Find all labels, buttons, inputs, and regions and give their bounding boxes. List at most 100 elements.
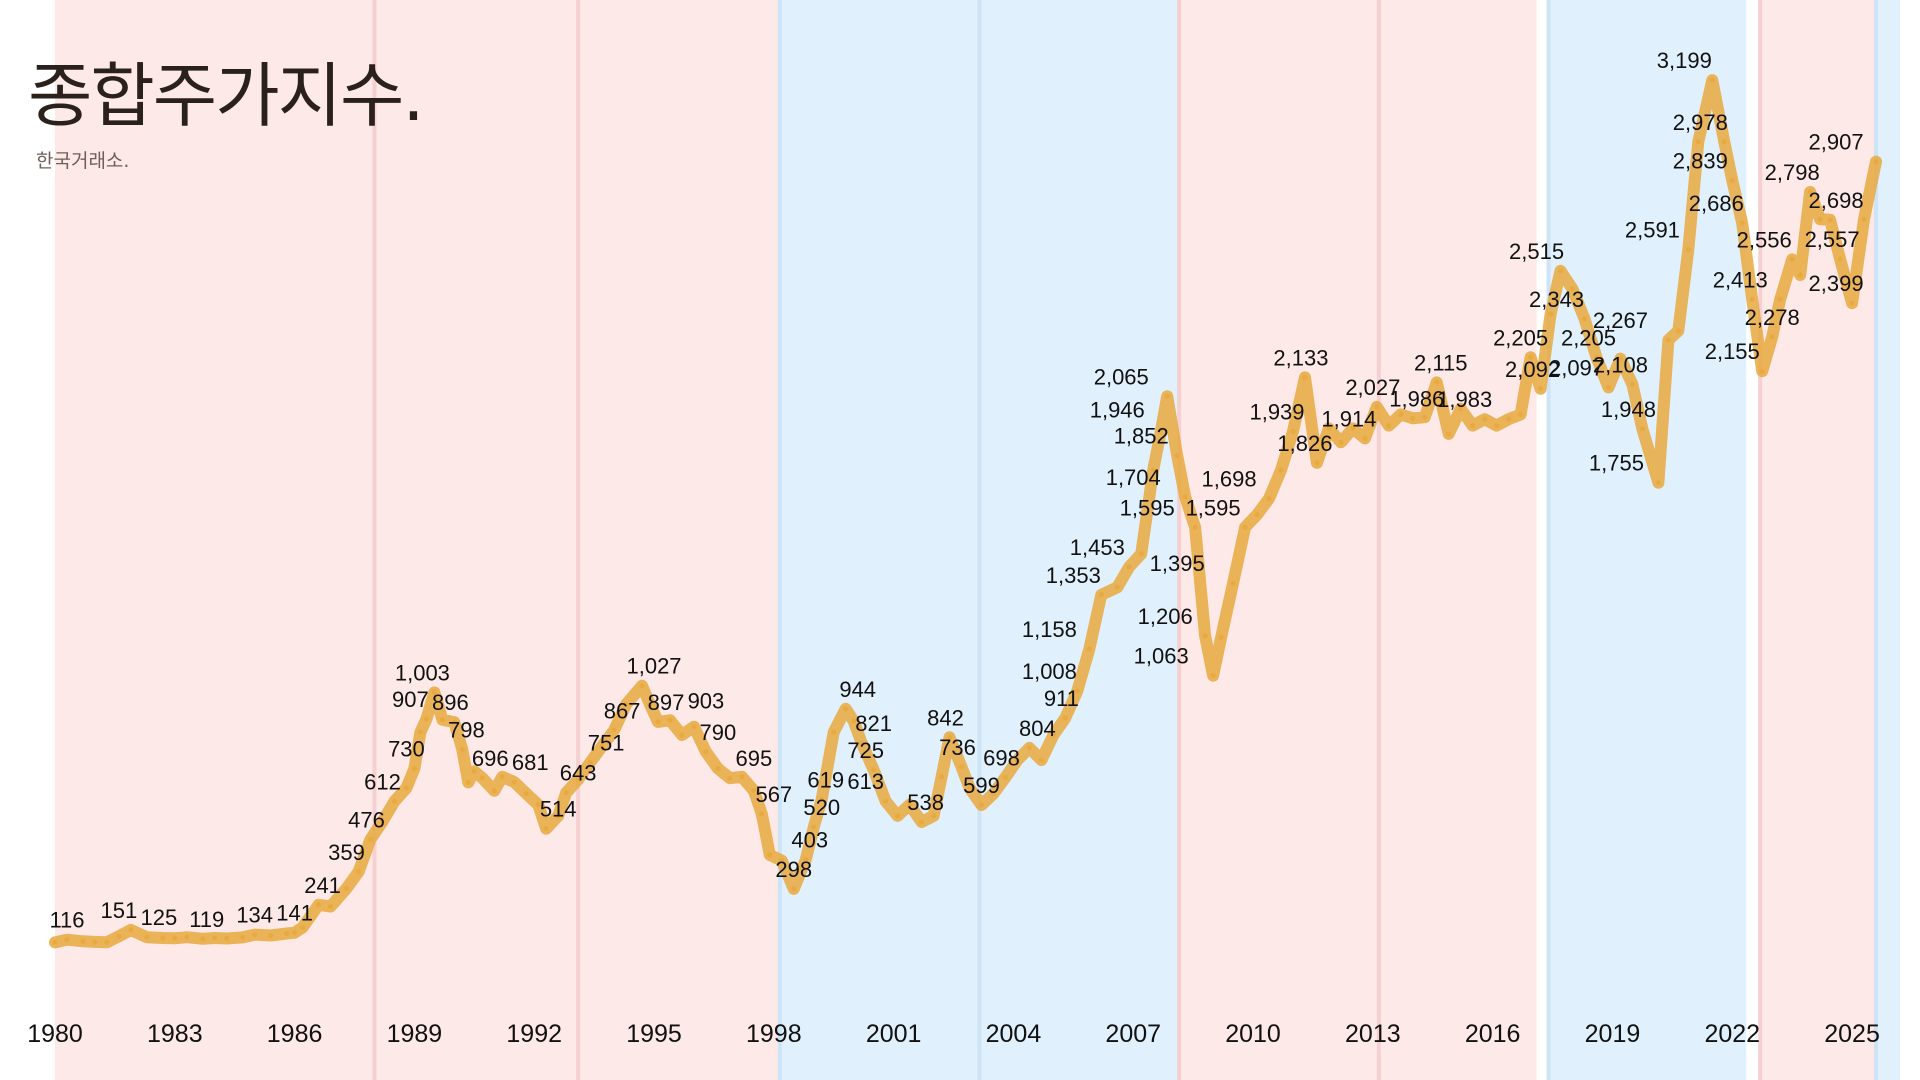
data-point [1849,300,1855,306]
data-label: 1,595 [1120,495,1175,520]
data-label: 896 [432,690,469,715]
data-point [939,774,945,780]
data-point [1434,379,1440,385]
data-point [859,740,865,746]
data-label: 538 [907,790,944,815]
data-point [1218,634,1224,640]
data-point [1528,354,1534,360]
index-line-series [49,74,1882,949]
data-point [871,767,877,773]
data-point [1350,425,1356,431]
period-band [1548,0,1747,1080]
data-point [1538,386,1544,392]
data-label: 3,199 [1657,48,1712,73]
data-point [1548,311,1554,317]
data-label: 1,852 [1114,424,1169,449]
data-point [1873,159,1879,165]
data-label: 567 [755,782,792,807]
data-point [367,836,373,842]
data-point [184,934,190,940]
data-point [611,727,617,733]
data-point [1086,646,1092,652]
data-point [328,903,334,909]
data-point [1470,423,1476,429]
data-label: 1,063 [1134,644,1189,669]
data-point [465,779,471,785]
data-label: 2,399 [1809,271,1864,296]
data-label: 2,557 [1805,227,1860,252]
data-point [759,811,765,817]
data-point [1074,688,1080,694]
data-point [691,724,697,730]
data-point [471,768,477,774]
data-label: 141 [276,901,313,926]
data-point [144,934,150,940]
data-point [172,935,178,941]
data-label: 134 [236,903,273,928]
data-point [356,869,362,875]
data-label: 2,907 [1809,130,1864,155]
x-tick-label: 2010 [1225,1020,1281,1048]
data-label: 116 [49,908,84,933]
data-label: 119 [189,907,224,932]
data-point [1362,435,1368,441]
x-tick-label: 1992 [506,1020,562,1048]
data-point [779,857,785,863]
data-point [1629,381,1635,387]
chart-subtitle: 한국거래소. [36,150,130,172]
data-point [1789,256,1795,262]
x-tick-label: 1998 [746,1020,802,1048]
data-point [1675,328,1681,334]
x-tick-label: 2004 [986,1020,1042,1048]
data-point [104,939,110,945]
data-label: 2,097 [1549,355,1604,380]
data-point [1729,178,1735,184]
data-label: 476 [348,807,385,832]
data-point [1777,296,1783,302]
data-label: 911 [1044,686,1079,711]
data-label: 2,027 [1345,375,1400,400]
data-point [1769,334,1775,340]
data-point [128,927,134,933]
data-point [292,930,298,936]
data-point [439,717,445,723]
data-label: 2,515 [1509,239,1564,264]
data-label: 730 [388,736,425,761]
data-label: 2,413 [1713,267,1768,292]
data-point [1558,268,1564,274]
data-point [1174,453,1180,459]
x-tick-label: 2025 [1824,1020,1880,1048]
data-label: 897 [648,690,685,715]
x-tick-label: 2022 [1704,1020,1760,1048]
data-point [1254,512,1260,518]
data-label: 1,008 [1022,659,1077,684]
data-point [300,924,306,930]
data-label: 1,939 [1249,399,1304,424]
data-label: 2,839 [1673,149,1728,174]
data-label: 520 [803,795,840,820]
data-label: 1,353 [1046,563,1101,588]
x-tick-label: 1995 [626,1020,682,1048]
data-point [959,764,965,770]
data-point [511,779,517,785]
x-tick-label: 1986 [267,1020,323,1048]
data-label: 1,826 [1277,431,1332,456]
data-point [1709,77,1715,83]
data-label: 2,343 [1529,287,1584,312]
data-point [423,716,429,722]
data-label: 1,704 [1106,465,1161,490]
data-point [212,935,218,941]
data-point [92,939,98,945]
data-point [1278,467,1284,473]
data-point [1807,189,1813,195]
data-point [1570,286,1576,292]
data-point [947,734,953,740]
data-label: 725 [847,738,884,763]
data-point [1639,426,1645,432]
data-point [703,749,709,755]
x-tick-label: 2016 [1465,1020,1521,1048]
data-label: 1,158 [1022,617,1077,642]
data-point [224,936,230,942]
data-point [739,774,745,780]
data-point [1150,467,1156,473]
